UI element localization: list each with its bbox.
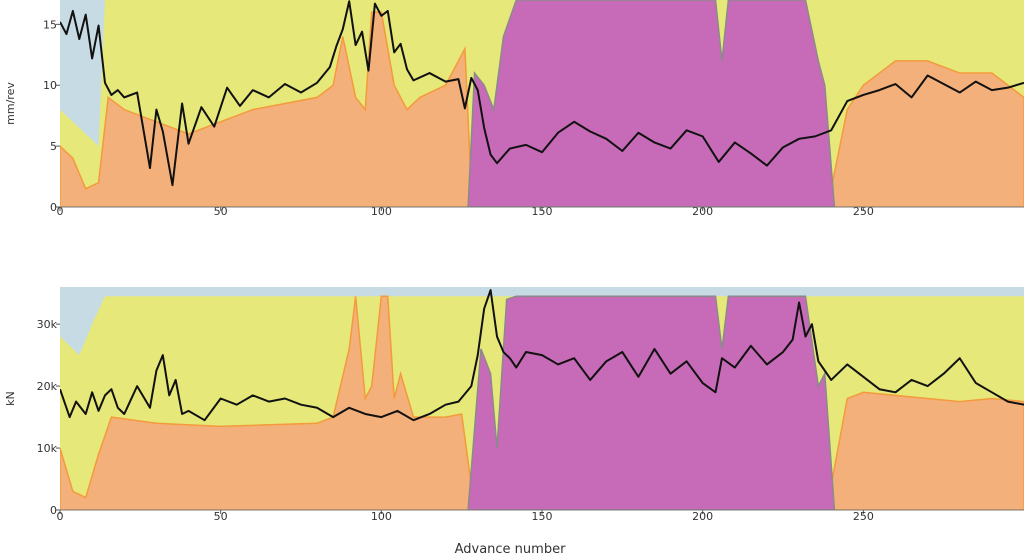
band-orange — [60, 295, 1024, 510]
x-tick-label: 250 — [853, 510, 874, 523]
panel-thrust-kn: 0 50 100 150 200 250 0 10k 20k 30k kN — [4, 287, 1024, 523]
x-tick-label: 100 — [371, 205, 392, 218]
x-tick-label: 150 — [532, 205, 553, 218]
x-tick-label: 50 — [214, 205, 228, 218]
x-tick-label: 100 — [371, 510, 392, 523]
x-tick-label: 0 — [57, 205, 64, 218]
x-tick-label: 250 — [853, 205, 874, 218]
y-tick-label: 0 — [50, 201, 57, 214]
x-tick-label: 50 — [214, 510, 228, 523]
y-axis-title: kN — [4, 391, 17, 406]
x-tick-label: 0 — [57, 510, 64, 523]
band-magenta — [467, 295, 836, 510]
x-tick-label: 200 — [692, 510, 713, 523]
y-tick-label: 30k — [37, 318, 58, 331]
plot-area — [60, 287, 1024, 510]
y-tick-label: 0 — [50, 504, 57, 517]
plot-area — [60, 0, 1024, 207]
y-tick-label: 10 — [43, 79, 57, 92]
y-tick-label: 5 — [50, 140, 57, 153]
band-magenta — [467, 0, 836, 207]
y-tick-label: 10k — [37, 442, 58, 455]
x-axis-title: Advance number — [455, 542, 566, 557]
x-tick-label: 200 — [692, 205, 713, 218]
y-axis-title: mm/rev — [4, 82, 17, 125]
series-line — [60, 289, 1024, 422]
panel-mm-per-rev: 0 50 100 150 200 250 0 5 10 15 mm/rev — [4, 0, 1024, 218]
y-tick-label: 20k — [37, 380, 58, 393]
y-tick-label: 15 — [43, 18, 57, 31]
series-line — [60, 0, 1024, 187]
x-tick-label: 150 — [532, 510, 553, 523]
band-orange — [60, 11, 1024, 207]
